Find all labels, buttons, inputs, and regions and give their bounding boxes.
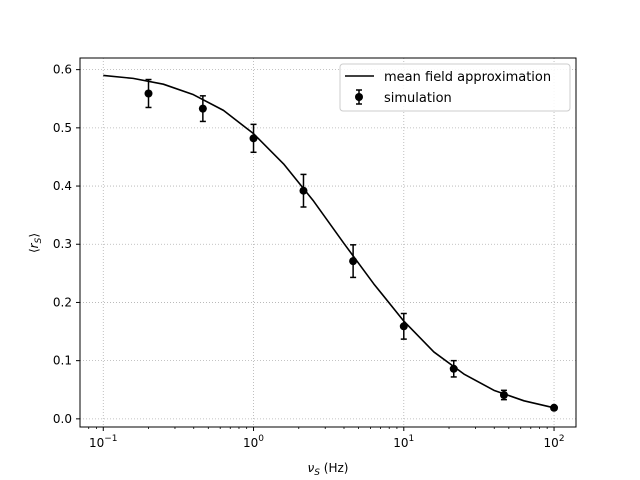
- y-tick-label-1: 0.1: [53, 354, 72, 368]
- legend-box: [339, 63, 571, 112]
- y-axis-label-symbol: r: [27, 242, 41, 248]
- data-point-6: [449, 359, 458, 378]
- series-mean-field-approximation: [103, 74, 555, 409]
- series-simulation: [144, 78, 559, 412]
- grid: [80, 58, 576, 427]
- y-tick-label-0: 0.0: [53, 412, 72, 426]
- data-point-1: [198, 95, 207, 123]
- y-tick-label-3: 0.3: [53, 237, 72, 251]
- mean-field-line: [103, 74, 555, 409]
- data-point-7: [499, 389, 508, 401]
- y-axis: 0.0 0.1 0.2 0.3 0.4 0.5 0.6: [53, 63, 80, 426]
- legend-errorbar-swatch: [355, 89, 363, 105]
- marker-5: [399, 322, 408, 331]
- data-point-8: [550, 403, 559, 412]
- y-axis-label-subscript: S: [34, 237, 44, 243]
- marker-1: [198, 104, 207, 113]
- marker-3: [299, 186, 308, 195]
- marker-2: [249, 134, 258, 143]
- marker-7: [499, 390, 508, 399]
- legend-label-simulation: simulation: [384, 91, 452, 106]
- x-tick-label-0: 10−1: [89, 434, 118, 450]
- x-axis-label-symbol: ν: [308, 461, 315, 475]
- y-tick-label-5: 0.5: [53, 121, 72, 135]
- marker-4: [349, 257, 358, 266]
- x-axis-label-subscript: S: [314, 468, 320, 478]
- plot-frame: [79, 57, 577, 428]
- x-tick-label-2: 101: [393, 434, 414, 450]
- x-tick-label-3: 102: [544, 434, 565, 450]
- data-point-5: [399, 312, 408, 340]
- y-axis-label-open: ⟨: [27, 248, 41, 253]
- data-point-0: [144, 78, 153, 109]
- marker-0: [144, 89, 153, 98]
- data-point-3: [299, 173, 308, 208]
- y-axis-label-close: ⟩: [27, 233, 41, 238]
- marker-8: [550, 403, 559, 412]
- y-tick-label-4: 0.4: [53, 179, 72, 193]
- legend: mean field approximation simulation: [339, 63, 571, 112]
- x-axis-label: νS (Hz): [308, 461, 349, 478]
- y-axis-label: ⟨rS⟩: [27, 233, 44, 253]
- legend-label-mean-field: mean field approximation: [384, 70, 551, 85]
- y-tick-label-2: 0.2: [53, 295, 72, 309]
- marker-6: [449, 364, 458, 373]
- data-point-2: [249, 123, 258, 154]
- y-tick-label-6: 0.6: [53, 63, 72, 77]
- x-axis-label-unit: (Hz): [320, 461, 349, 475]
- data-point-4: [349, 244, 358, 279]
- x-tick-label-1: 100: [243, 434, 264, 450]
- x-axis: 10−1 100 101 102: [88, 427, 565, 450]
